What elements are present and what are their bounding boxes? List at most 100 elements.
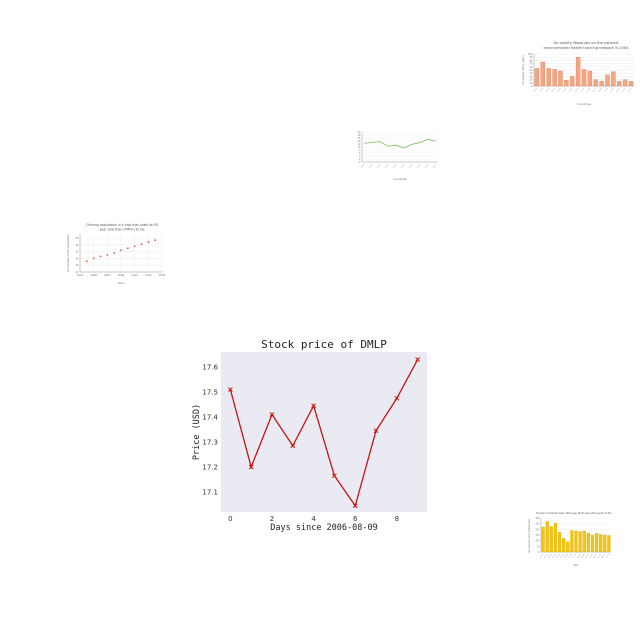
y-tick-label: 90 <box>529 56 533 59</box>
bar <box>558 70 563 87</box>
x-tick-mark <box>627 87 632 93</box>
bar <box>570 76 575 87</box>
y-tick-label: 300 <box>535 517 540 520</box>
chart-internet-users: Number of Internet Users: Other age 18-3… <box>526 510 614 568</box>
x-tick-mark <box>384 163 389 169</box>
bar <box>599 81 604 87</box>
x-tick-mark <box>581 553 585 559</box>
x-tick-mark <box>593 553 597 559</box>
bar <box>586 533 590 553</box>
y-tick-label: 14 <box>358 140 361 143</box>
x-tick-mark <box>551 87 555 93</box>
x-tick-mark <box>597 553 601 559</box>
chart-internet-users-svg: Number of Internet Users: Other age 18-3… <box>528 512 613 567</box>
bar <box>546 68 551 87</box>
x-tick-label: 2006 <box>118 273 125 277</box>
bar <box>566 541 570 553</box>
chart-stock-price-svg: Stock price of DMLP 17.1 17.2 17.3 17.4 17.5 1… <box>192 338 427 533</box>
y-tick-label: 0 <box>359 161 361 164</box>
y-tick-label: 100 <box>535 540 540 543</box>
bar <box>599 534 603 553</box>
chart-title: Number of Internet Users: Other age 18-3… <box>537 512 613 515</box>
scatter-point <box>92 257 95 260</box>
x-tick-label: 2018 <box>159 273 166 277</box>
chart-title: year olds than (FPR%) to Ha <box>100 227 145 231</box>
x-tick-mark <box>610 87 614 93</box>
bar <box>607 535 611 553</box>
y-tick-label: 8 <box>359 149 361 152</box>
x-tick-label: 0 <box>228 515 232 523</box>
x-tick-mark <box>360 163 365 169</box>
y-axis-label: No. Internet Users (thousands) <box>528 519 531 553</box>
x-tick-mark <box>545 87 549 93</box>
x-tick-mark <box>604 87 608 93</box>
y-tick-label: 17.4 <box>202 414 218 422</box>
scatter-point <box>120 249 122 252</box>
x-tick-mark <box>556 553 560 559</box>
price-marker <box>269 412 275 417</box>
x-tick-mark <box>432 163 437 169</box>
y-tick-label: 0 <box>538 551 540 554</box>
price-marker <box>332 473 337 479</box>
bar <box>552 69 557 87</box>
bar <box>578 531 582 553</box>
x-tick-mark <box>564 553 568 559</box>
y-axis-label: Price (USD) <box>192 404 202 460</box>
y-tick-label: 60 <box>529 66 533 69</box>
series-line <box>363 138 437 149</box>
y-tick-label: 35 <box>75 250 79 254</box>
y-tick-label: 40 <box>75 243 79 247</box>
bar <box>562 538 566 553</box>
price-line <box>229 359 419 508</box>
x-tick-mark <box>589 553 593 559</box>
scatter-point <box>147 241 150 244</box>
chart-air-quality-svg: Air quality Measures on the nationalenvi… <box>521 41 634 106</box>
x-tick-mark <box>400 163 405 169</box>
y-tick-label: 16 <box>358 137 361 140</box>
bar <box>603 534 607 553</box>
y-tick-label: 4 <box>359 155 361 158</box>
y-tick-label: 100 <box>528 53 533 56</box>
x-tick-mark <box>543 553 548 559</box>
x-tick-label: 2014 <box>145 273 152 277</box>
x-tick-mark <box>560 553 564 559</box>
chart-countries-line: 0 2 4 6 8 10 12 14 16 18 20 Countries <box>344 122 444 186</box>
bar <box>541 526 545 553</box>
price-marker <box>415 357 420 362</box>
x-axis-label: Countries <box>577 102 592 106</box>
bar <box>617 81 622 87</box>
x-tick-mark <box>533 87 538 93</box>
bar <box>605 74 610 87</box>
y-tick-label: 6 <box>359 152 361 155</box>
y-tick-label: 17.5 <box>202 389 218 397</box>
y-tick-label: 17.1 <box>202 489 218 497</box>
x-axis-label: Years <box>117 281 125 285</box>
chart-title: Air quality Measures on the national <box>553 41 618 45</box>
chart-title: Chinese population in k ings than loath … <box>86 223 158 227</box>
scatter-point <box>85 260 88 263</box>
x-tick-mark <box>548 553 552 559</box>
plot-area <box>221 352 427 512</box>
y-tick-label: 200 <box>535 528 540 531</box>
x-tick-mark <box>601 553 606 559</box>
scatter-point <box>99 255 102 258</box>
price-marker <box>228 387 233 392</box>
x-tick-mark <box>580 87 585 93</box>
x-tick-label: 1994 <box>77 273 84 277</box>
bar <box>587 70 593 87</box>
x-tick-label: 6 <box>353 515 358 523</box>
y-tick-label: 150 <box>535 534 540 537</box>
y-axis-label: Air quality index (ppm) <box>521 55 525 85</box>
scatter-point <box>113 252 116 254</box>
bar <box>594 533 599 553</box>
y-tick-label: 45 <box>75 236 79 240</box>
x-axis-label: Countries <box>393 177 407 181</box>
y-tick-label: 18 <box>358 134 361 137</box>
x-tick-mark <box>557 87 561 93</box>
x-tick-mark <box>592 87 596 93</box>
y-tick-label: 10 <box>529 82 533 85</box>
x-tick-mark <box>552 553 556 559</box>
y-tick-label: 2 <box>359 158 361 161</box>
x-tick-mark <box>616 87 620 93</box>
bar <box>582 530 586 553</box>
